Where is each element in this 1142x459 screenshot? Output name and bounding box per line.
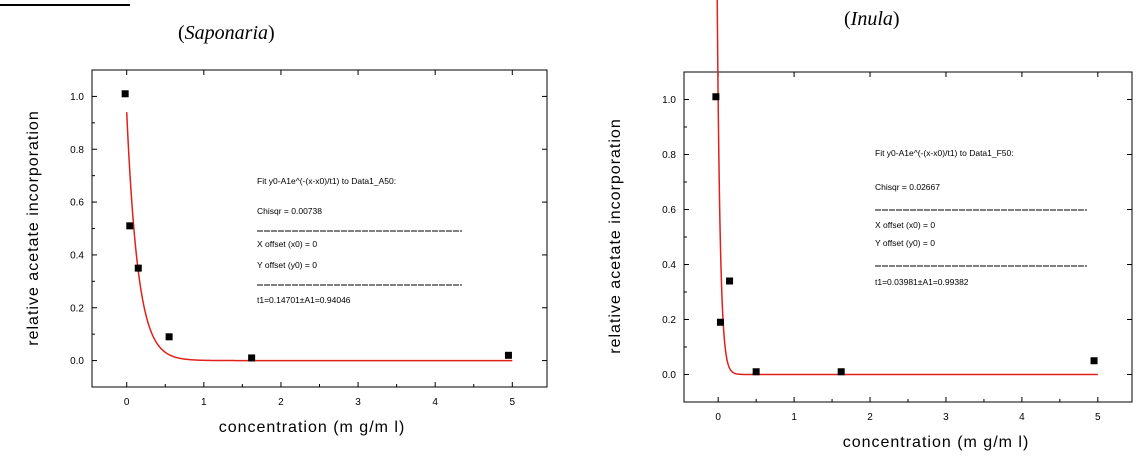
chart-subtitle: (Saponaria) [178, 22, 275, 44]
y-tick-label: 0.2 [70, 303, 84, 314]
chart-panel-inula: (Inula) 0 1 2 3 4 5 0.0 0.2 0.4 0.6 0.8 1.0 concentr… [572, 0, 1142, 459]
y-tick-label: 0.0 [70, 356, 84, 367]
y-tick-label: 0.8 [662, 150, 676, 161]
x-tick-label: 2 [278, 397, 284, 408]
fit-annotation-line: Fit y0-A1e^(-(x-x0)/t1) to Data1_F50: [875, 148, 1014, 158]
data-point [121, 90, 129, 98]
data-point [165, 333, 173, 341]
y-axis-title: relative acetate incorporation [25, 110, 42, 345]
x-tick-label: 5 [510, 397, 516, 408]
fit-annotation-line: Fit y0-A1e^(-(x-x0)/t1) to Data1_A50: [257, 176, 396, 186]
fit-annotation-line: X offset (x0) = 0 [875, 220, 935, 230]
data-point [716, 318, 724, 326]
x-tick-label: 4 [432, 397, 438, 408]
fit-curve [125, 112, 513, 362]
fit-annotation-line: Y offset (y0) = 0 [257, 260, 317, 270]
data-point [1090, 357, 1098, 365]
x-tick-label: 4 [1019, 412, 1025, 423]
x-axis-title: concentration (m g/m l) [843, 434, 1030, 451]
subtitle-species: Saponaria [184, 22, 269, 44]
plot-frame [683, 71, 1133, 403]
top-rule [0, 4, 130, 6]
data-point [248, 354, 256, 362]
fit-annotation-line: X offset (x0) = 0 [257, 239, 317, 249]
fit-annotation-line: t1=0.14701±A1=0.94046 [257, 295, 351, 305]
data-point [134, 264, 142, 272]
data-point [126, 222, 134, 230]
y-tick-label: 1.0 [70, 92, 84, 103]
x-tick-label: 3 [355, 397, 361, 408]
x-tick-label: 1 [201, 397, 207, 408]
x-axis-title: concentration (m g/m l) [219, 419, 406, 436]
x-tick-label: 3 [943, 412, 949, 423]
y-tick-label: 0.4 [70, 250, 84, 261]
y-tick-label: 1.0 [662, 95, 676, 106]
data-point [726, 277, 734, 285]
chart-inula: 0 1 2 3 4 5 0.0 0.2 0.4 0.6 0.8 1.0 concentration (m… [607, 0, 1133, 451]
fit-annotation-line: Chisqr = 0.00738 [257, 206, 322, 216]
data-point [752, 368, 760, 376]
data-point [504, 351, 512, 359]
y-axis-title: relative acetate incorporation [607, 118, 624, 353]
x-tick-label: 2 [867, 412, 873, 423]
y-tick-label: 0.2 [662, 315, 676, 326]
y-tick-label: 0.6 [70, 198, 84, 209]
fit-curve [716, 0, 1098, 376]
fit-annotation-line: t1=0.03981±A1=0.99382 [875, 277, 969, 287]
x-tick-label: 1 [791, 412, 797, 423]
fit-annotation-line: Chisqr = 0.02667 [875, 182, 940, 192]
y-tick-label: 0.4 [662, 260, 676, 271]
chart-subtitle: (Inula) [844, 8, 900, 30]
fit-annotation-line: Y offset (y0) = 0 [875, 238, 935, 248]
x-tick-label: 5 [1095, 412, 1101, 423]
chart-panel-saponaria: (Saponaria) 0 1 2 3 4 5 0.0 0.2 0.4 0.6 0.8 1.0 conc… [0, 0, 560, 459]
y-tick-label: 0.8 [70, 145, 84, 156]
y-tick-label: 0.6 [662, 205, 676, 216]
chart-saponaria: 0 1 2 3 4 5 0.0 0.2 0.4 0.6 0.8 1.0 concentration (m… [25, 69, 548, 436]
data-point [712, 93, 720, 101]
y-tick-label: 0.0 [662, 370, 676, 381]
subtitle-species: Inula [850, 8, 893, 30]
x-tick-label: 0 [124, 397, 130, 408]
data-point [837, 368, 845, 376]
plot-frame [91, 69, 548, 388]
x-tick-label: 0 [715, 412, 721, 423]
